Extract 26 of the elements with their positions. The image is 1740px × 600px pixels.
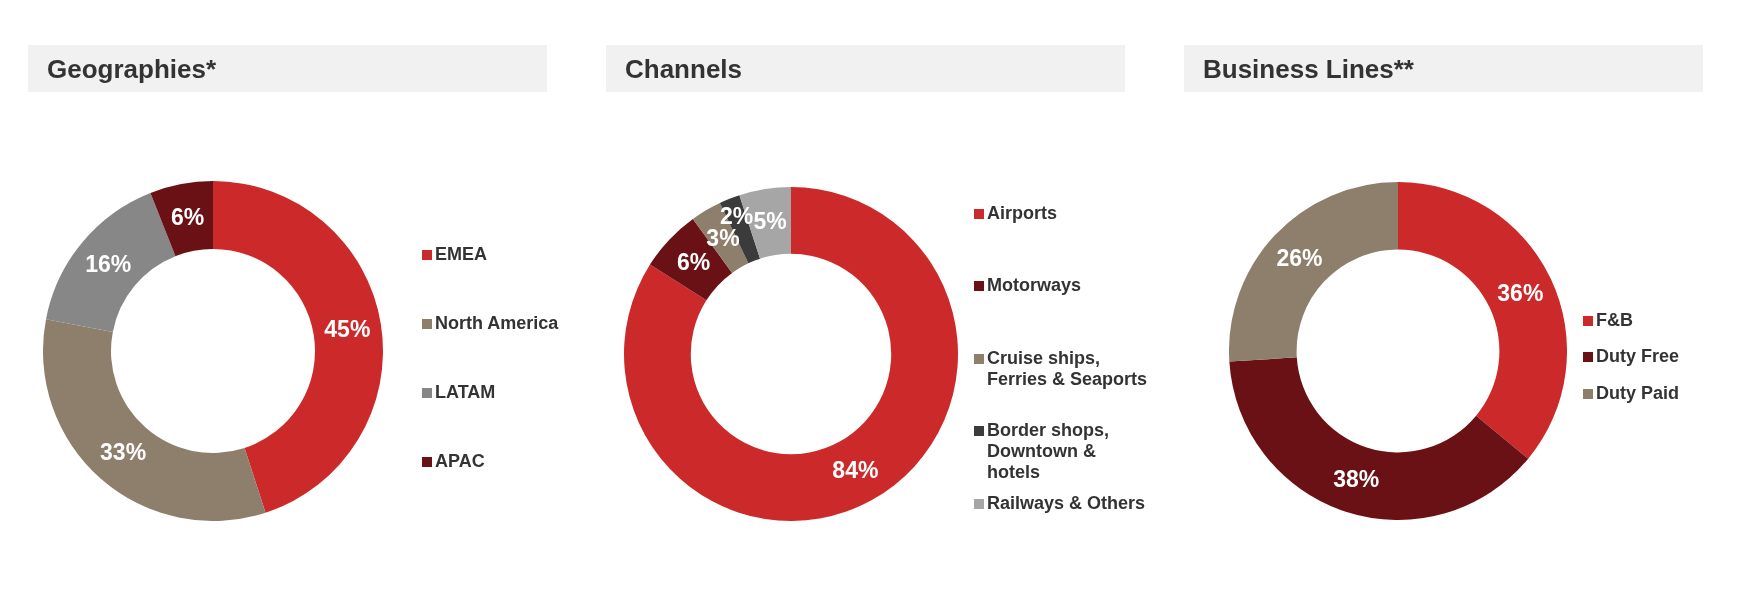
data-label: 36% [1497,279,1544,306]
chart-title: Business Lines** [1203,54,1414,84]
legend-label: EMEA [435,243,488,265]
legend-label: Duty Paid [1596,382,1680,404]
legend-label: LATAM [435,381,497,403]
data-label: 84% [832,457,879,484]
legend-label: Motorways [987,275,1083,296]
legend-label: North America [435,312,560,334]
legend-label: Airports [987,202,1058,224]
chart-title: Geographies* [47,54,217,84]
data-label: 2% [720,203,754,230]
legend-label: F&B [1596,309,1634,331]
data-label: 38% [1333,465,1380,492]
chart-title: Channels [625,54,743,84]
data-label: 26% [1276,244,1323,271]
legend-label: Border shops, Downtown & hotels [987,420,1111,483]
data-label: 45% [324,316,371,343]
legend-label: Railways & Others [987,492,1147,514]
legend-label: APAC [435,450,486,472]
data-label: 6% [170,203,205,230]
legend-label: Duty Free [1596,346,1681,367]
legend-label: Cruise ships, Ferries & Seaports [987,347,1149,390]
data-label: 5% [753,208,787,235]
data-label: 6% [676,248,711,275]
data-label: 16% [85,250,132,277]
data-label: 33% [100,439,147,466]
